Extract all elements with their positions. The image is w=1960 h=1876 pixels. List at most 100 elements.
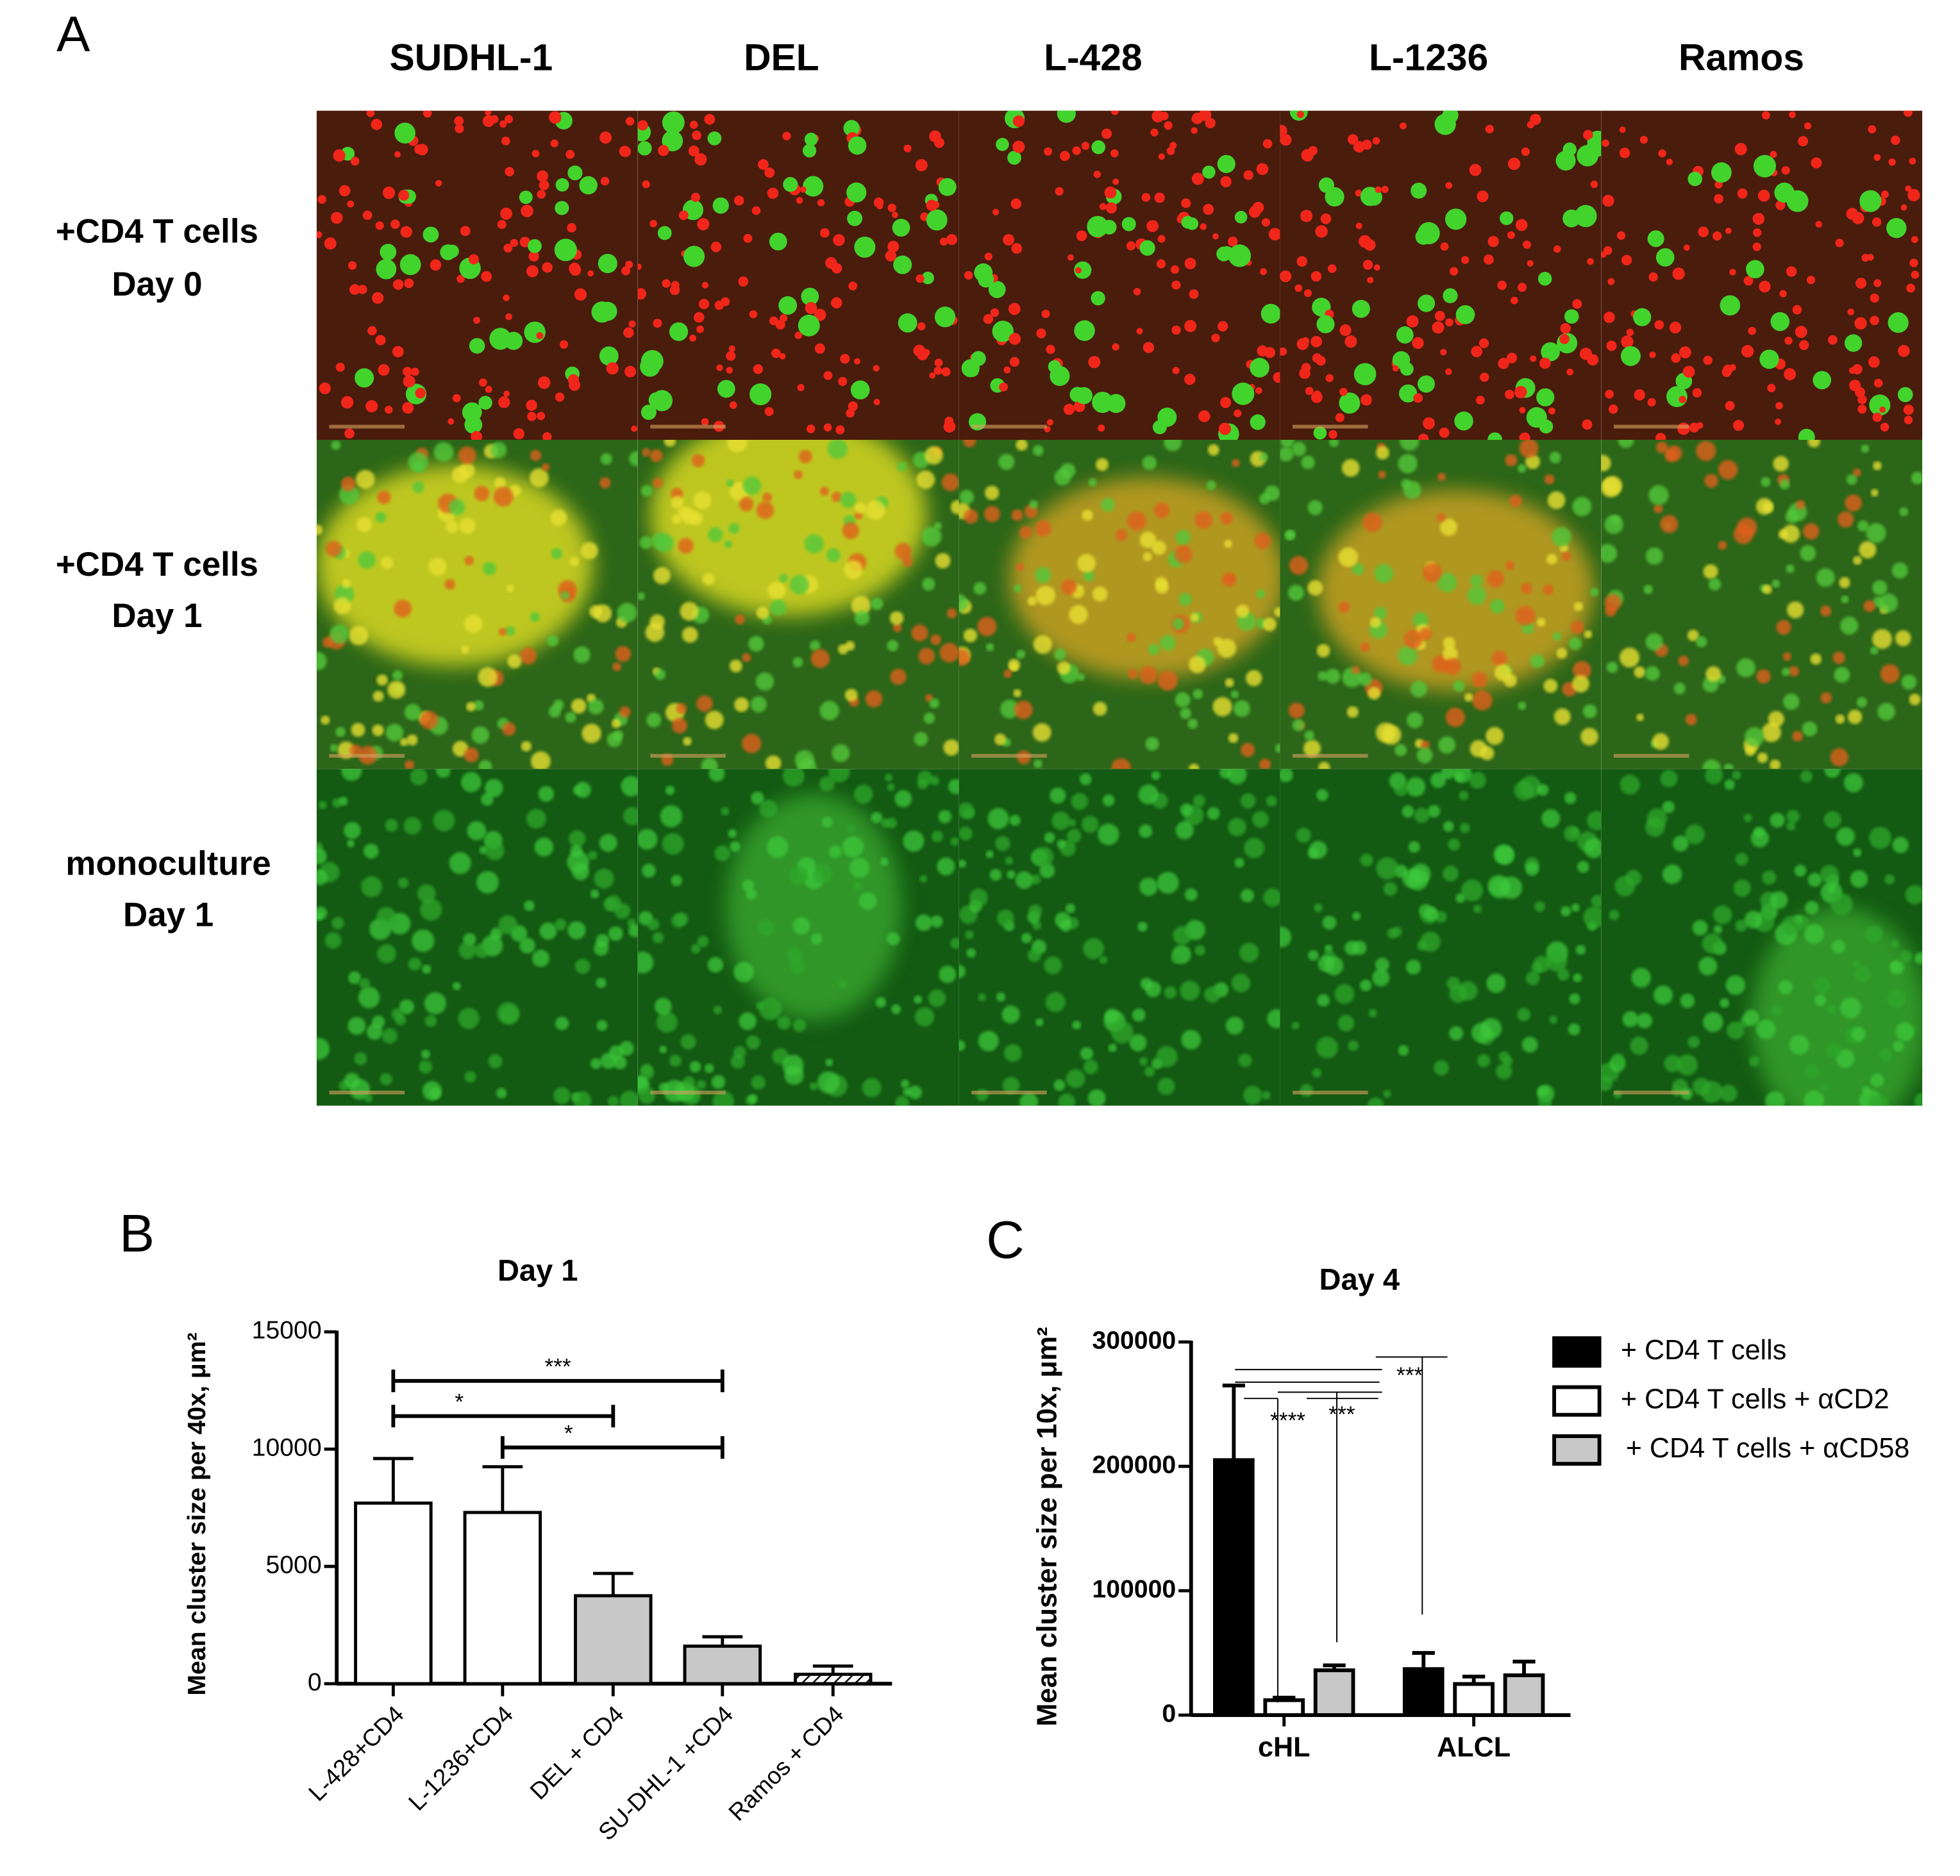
cell	[1870, 489, 1879, 497]
cell	[1362, 260, 1373, 270]
cell	[1718, 540, 1727, 550]
cell	[887, 240, 900, 253]
cell	[850, 380, 870, 400]
cell	[1764, 1091, 1786, 1106]
cell	[1274, 607, 1280, 617]
cell	[1851, 1026, 1866, 1042]
cell	[1498, 358, 1509, 369]
cell	[416, 144, 428, 156]
cell	[631, 425, 638, 432]
cell	[567, 851, 589, 873]
cell	[1076, 673, 1085, 682]
cell	[1011, 509, 1023, 521]
cell	[1836, 827, 1855, 846]
micrograph-bg	[637, 110, 959, 440]
cell	[1045, 992, 1066, 1012]
cell	[1353, 363, 1377, 385]
cell	[1505, 560, 1514, 571]
cell	[1191, 172, 1204, 185]
cell	[1033, 846, 1054, 867]
cell	[1572, 299, 1582, 309]
cell	[767, 582, 786, 600]
cell	[1301, 455, 1315, 469]
legend-label: + CD4 T cells + αCD2	[1621, 1384, 1889, 1415]
cell	[990, 308, 1000, 317]
cell	[1786, 266, 1797, 277]
cell	[865, 690, 883, 708]
cell	[1316, 644, 1330, 658]
cell	[1373, 607, 1387, 620]
significance-label: ***	[1328, 1402, 1355, 1427]
cell	[838, 376, 848, 386]
cell	[1606, 662, 1618, 673]
cell	[394, 151, 401, 158]
cell	[1810, 653, 1822, 665]
cell	[497, 220, 507, 230]
cell	[750, 696, 767, 713]
cell	[1900, 204, 1907, 211]
cell	[1220, 176, 1232, 188]
cell	[639, 536, 653, 549]
cell	[1439, 427, 1450, 438]
cell	[913, 344, 925, 357]
cell	[1072, 1020, 1081, 1030]
cell	[825, 257, 837, 269]
significance-label: ***	[544, 1354, 571, 1379]
cell	[805, 302, 817, 314]
cell	[934, 366, 942, 375]
cell	[1527, 260, 1534, 267]
cell	[623, 807, 638, 826]
micrograph	[1280, 110, 1602, 440]
cell	[537, 190, 546, 199]
cell	[1552, 632, 1562, 641]
cell	[400, 226, 412, 238]
cell	[375, 335, 386, 346]
cell	[1470, 574, 1483, 587]
cell	[1449, 985, 1468, 1003]
cell	[705, 710, 724, 730]
cell	[1671, 353, 1681, 363]
cell	[1903, 404, 1914, 415]
cell	[963, 628, 978, 642]
cell	[1055, 187, 1064, 196]
cell	[617, 603, 637, 623]
micrograph	[1601, 110, 1923, 440]
cell	[1496, 1063, 1512, 1080]
cell	[847, 210, 863, 226]
cell	[359, 978, 371, 989]
cell	[1075, 267, 1082, 274]
cell	[1227, 769, 1247, 785]
cell	[1521, 1036, 1538, 1053]
cell	[1472, 690, 1493, 711]
cell	[1057, 839, 1066, 849]
cell	[1263, 888, 1280, 907]
cell	[1647, 398, 1656, 407]
cell	[671, 717, 688, 733]
cell	[1233, 700, 1250, 717]
cell	[1551, 526, 1571, 547]
cell	[1091, 140, 1106, 155]
cell	[1080, 1047, 1094, 1060]
cell	[1027, 948, 1041, 962]
cell	[1688, 171, 1702, 187]
cell	[537, 376, 551, 389]
cell	[528, 239, 542, 253]
cell	[1316, 789, 1328, 801]
cell	[1373, 264, 1380, 271]
cell	[499, 120, 507, 128]
cell	[1240, 793, 1256, 809]
cell	[1852, 364, 1863, 374]
cell	[1682, 365, 1695, 378]
cell	[751, 791, 764, 805]
scale-stamp	[650, 1091, 726, 1094]
cell	[1348, 1040, 1359, 1051]
y-tick-label: 0	[1162, 1700, 1176, 1727]
cell	[730, 841, 741, 852]
cell	[959, 489, 975, 505]
cell	[1231, 973, 1251, 992]
legend-label: + CD4 T cells	[1621, 1335, 1786, 1366]
cell	[1891, 939, 1900, 948]
cell	[376, 258, 397, 280]
cell	[691, 192, 701, 202]
cell	[871, 812, 883, 824]
